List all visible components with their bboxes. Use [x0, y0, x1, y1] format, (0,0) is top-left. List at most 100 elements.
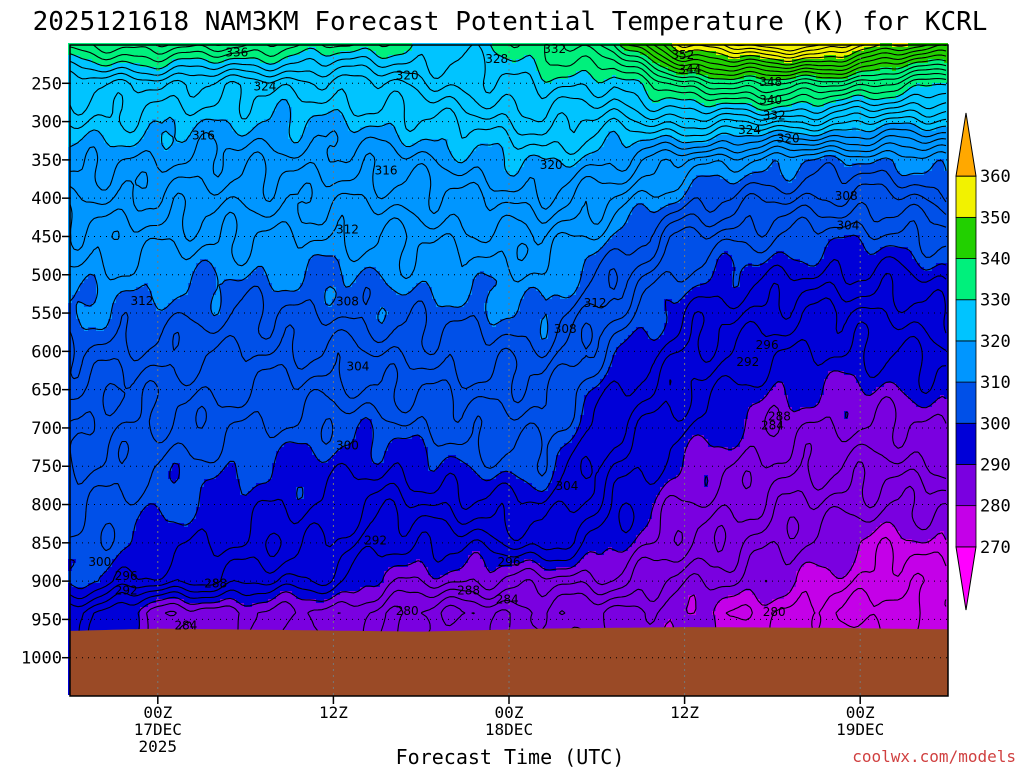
- contour-label-10: 320: [396, 69, 419, 83]
- isentrope-348: [663, 44, 928, 66]
- colorbar: 270 280 290 300 310 320 330 340 350 360: [955, 112, 1011, 611]
- contour-label-33: 292: [115, 583, 138, 597]
- contour-label-37: 280: [396, 604, 419, 618]
- colorbar-segment-270: [955, 505, 977, 548]
- contour-label-27: 300: [336, 439, 359, 453]
- isentrope-304: [69, 201, 947, 485]
- colorbar-tick-350: 350: [980, 208, 1011, 228]
- x-tick-label-0-0: 00Z: [143, 703, 172, 722]
- isentrope-316: [69, 135, 947, 224]
- colorbar-tick-340: 340: [980, 250, 1011, 270]
- y-tick-label-550: 550: [31, 304, 62, 324]
- contour-label-38: 284: [174, 619, 197, 633]
- contour-label-13: 316: [375, 164, 398, 178]
- theta-band-6: [68, 235, 948, 695]
- isentrope-322: [69, 81, 947, 155]
- isentrope-306: [69, 183, 947, 417]
- contour-label-17: 312: [336, 223, 359, 237]
- contour-label-23: 296: [756, 338, 779, 352]
- colorbar-tick-290: 290: [980, 455, 1011, 475]
- contour-label-12: 316: [192, 128, 215, 142]
- contour-label-35: 288: [457, 583, 480, 597]
- isentrope-330: [69, 44, 947, 111]
- contour-label-18: 312: [131, 294, 154, 308]
- colorbar-tick-360: 360: [980, 167, 1011, 187]
- contour-label-24: 292: [736, 355, 759, 369]
- isentrope-324: [69, 74, 947, 136]
- colorbar-segment-low: [955, 546, 977, 611]
- contour-label-25: 288: [768, 409, 791, 423]
- contour-label-16: 304: [836, 219, 859, 233]
- colorbar-tick-320: 320: [980, 332, 1011, 352]
- y-tick-label-1000: 1000: [21, 649, 62, 669]
- theta-band-1: [68, 43, 948, 175]
- contour-label-3: 352: [671, 48, 694, 62]
- y-tick-label-400: 400: [31, 189, 62, 209]
- colorbar-tick-300: 300: [980, 414, 1011, 434]
- y-tick-label-650: 650: [31, 381, 62, 401]
- y-tick-label-700: 700: [31, 419, 62, 439]
- contour-label-4: 344: [678, 63, 701, 77]
- contour-label-22: 304: [347, 360, 370, 374]
- isentrope-312: [69, 150, 947, 283]
- contour-label-21: 308: [554, 322, 577, 336]
- isentrope-314: [69, 142, 947, 262]
- contour-label-8: 324: [738, 123, 761, 137]
- contour-label-1: 332: [543, 42, 566, 56]
- grid-lines: [70, 45, 948, 696]
- contour-label-20: 312: [584, 296, 607, 310]
- x-tick-label-30-0: 12Z: [670, 703, 699, 722]
- contour-label-32: 296: [115, 569, 138, 583]
- colorbar-segment-310: [955, 340, 977, 383]
- colorbar-tick-310: 310: [980, 373, 1011, 393]
- contour-label-7: 332: [763, 108, 786, 122]
- isentrope-318: [69, 128, 947, 210]
- colorbar-segment-300: [955, 381, 977, 424]
- theta-band-5: [68, 155, 948, 587]
- colorbar-tick-270: 270: [980, 538, 1011, 558]
- colorbar-tick-330: 330: [980, 291, 1011, 311]
- colorbar-segment-320: [955, 299, 977, 342]
- colorbar-segment-350: [955, 175, 977, 218]
- y-tick-label-350: 350: [31, 151, 62, 171]
- contour-label-28: 304: [555, 479, 578, 493]
- contour-label-30: 296: [498, 555, 521, 569]
- contour-label-29: 292: [364, 534, 387, 548]
- y-tick-label-750: 750: [31, 457, 62, 477]
- x-tick-label-0-1: 17DEC: [134, 720, 182, 739]
- contour-label-6: 340: [759, 93, 782, 107]
- y-tick-label-500: 500: [31, 266, 62, 286]
- isentrope-326: [69, 64, 947, 123]
- contour-label-11: 324: [253, 79, 276, 93]
- theta-band-7: [128, 371, 948, 695]
- y-tick-label-250: 250: [31, 74, 62, 94]
- x-tick-label-20-0: 00Z: [495, 703, 524, 722]
- contour-label-2: 328: [485, 52, 508, 66]
- contour-label-39: 280: [763, 605, 786, 619]
- y-tick-label-850: 850: [31, 534, 62, 554]
- x-tick-label-40-1: 19DEC: [836, 720, 884, 739]
- chart-title: 2025121618 NAM3KM Forecast Potential Tem…: [33, 7, 988, 37]
- contour-label-36: 284: [496, 592, 519, 606]
- isentrope-296: [69, 272, 947, 608]
- colorbar-segment-290: [955, 422, 977, 465]
- contour-label-15: 308: [835, 189, 858, 203]
- isentrope-298: [69, 256, 947, 600]
- contour-label-26: 284: [761, 419, 784, 433]
- x-tick-label-40-0: 00Z: [846, 703, 875, 722]
- isentrope-332: [69, 44, 947, 106]
- theta-band-4: [68, 99, 948, 339]
- contour-label-19: 308: [336, 295, 359, 309]
- isentrope-320: [69, 98, 947, 177]
- contour-label-34: 288: [204, 576, 227, 590]
- theta-bands: [68, 43, 948, 695]
- y-tick-label-450: 450: [31, 227, 62, 247]
- colorbar-tick-280: 280: [980, 497, 1011, 517]
- y-tick-label-800: 800: [31, 496, 62, 516]
- surface-ground: [70, 627, 948, 696]
- colorbar-segment-280: [955, 464, 977, 507]
- credit-link[interactable]: coolwx.com/models: [852, 747, 1016, 766]
